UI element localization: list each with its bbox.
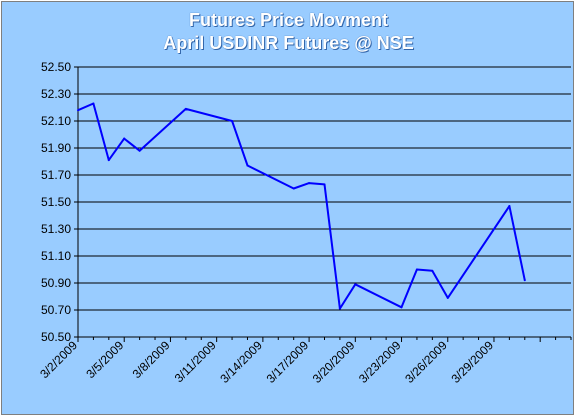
y-tick-label: 50.90 bbox=[41, 276, 71, 290]
x-tick-label: 3/29/2009 bbox=[448, 338, 496, 386]
x-tick-label: 3/20/2009 bbox=[310, 338, 358, 386]
x-tick-label: 3/2/2009 bbox=[37, 338, 80, 381]
chart-title: Futures Price Movment bbox=[188, 10, 389, 30]
y-tick-label: 51.10 bbox=[41, 249, 71, 263]
y-axis-ticks: 50.50 50.70 50.90 51.10 51.30 51.50 51.70 51.90… bbox=[41, 60, 71, 344]
data-point bbox=[446, 296, 449, 299]
data-point bbox=[123, 137, 126, 140]
y-tick-label: 51.90 bbox=[41, 141, 71, 155]
data-point bbox=[107, 159, 110, 162]
data-point bbox=[308, 182, 311, 185]
y-tick-label: 51.30 bbox=[41, 222, 71, 236]
data-point bbox=[184, 107, 187, 110]
data-point bbox=[523, 279, 526, 282]
data-point bbox=[92, 102, 95, 105]
data-point bbox=[231, 120, 234, 122]
gridlines bbox=[78, 66, 571, 338]
data-point bbox=[415, 268, 418, 271]
axes bbox=[74, 66, 572, 342]
series-line bbox=[77, 102, 526, 310]
x-tick-label: 3/23/2009 bbox=[356, 338, 404, 386]
data-point bbox=[400, 306, 403, 309]
y-tick-label: 50.70 bbox=[41, 303, 71, 317]
data-point bbox=[338, 307, 341, 310]
y-tick-label: 52.10 bbox=[41, 114, 71, 128]
chart-subtitle: April USDINR Futures @ NSE bbox=[163, 33, 414, 53]
data-point bbox=[431, 269, 434, 272]
y-tick-label: 51.70 bbox=[41, 168, 71, 182]
data-point bbox=[354, 283, 357, 286]
y-tick-label: 52.30 bbox=[41, 87, 71, 101]
series-layer bbox=[77, 102, 526, 310]
data-point bbox=[508, 205, 511, 208]
y-tick-label: 50.50 bbox=[41, 330, 71, 344]
x-tick-label: 3/11/2009 bbox=[172, 338, 219, 385]
x-axis-ticks: 3/2/2009 3/5/2009 3/8/2009 3/11/20093/14/20… bbox=[37, 338, 496, 386]
x-tick-label: 3/26/2009 bbox=[402, 338, 450, 386]
data-point bbox=[292, 187, 295, 190]
data-point bbox=[77, 109, 79, 112]
data-point bbox=[246, 164, 249, 167]
x-tick-label: 3/5/2009 bbox=[83, 338, 126, 381]
x-tick-label: 3/8/2009 bbox=[130, 338, 173, 381]
data-point bbox=[323, 183, 326, 186]
x-tick-label: 3/17/2009 bbox=[264, 338, 312, 386]
y-tick-label: 51.50 bbox=[41, 195, 71, 209]
data-point bbox=[138, 149, 141, 152]
y-tick-label: 52.50 bbox=[41, 60, 71, 74]
x-tick-label: 3/14/2009 bbox=[217, 338, 265, 386]
